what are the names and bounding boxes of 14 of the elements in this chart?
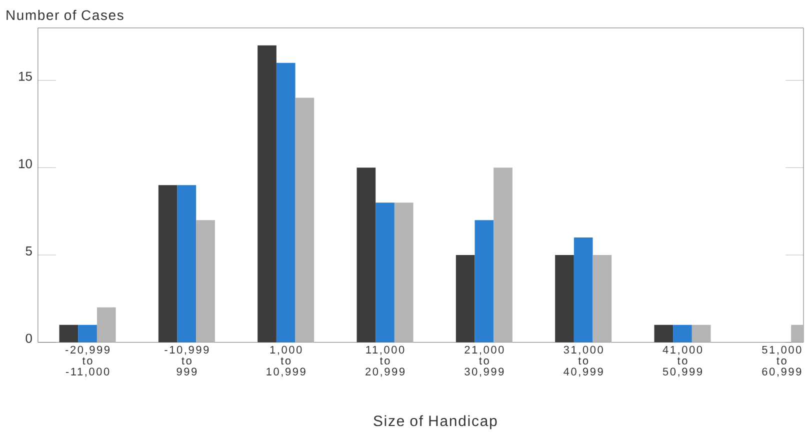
x-tick-label: 11,000 to 20,999 [366, 346, 405, 377]
x-tick-label: 41,000 to 50,999 [662, 346, 702, 377]
y-tick-label: 5 [26, 246, 32, 256]
x-tick-label: 1,000 to 10,999 [266, 346, 306, 377]
x-tick-label: -20,999 to -11,000 [66, 346, 110, 377]
y-tick-label: 15 [19, 72, 32, 81]
y-axis-title: Number of Cases [6, 10, 124, 20]
x-axis-title: Size of Handicap [374, 415, 497, 430]
x-tick-label: -10,999 to 999 [164, 346, 209, 376]
y-tick-label: 10 [19, 159, 32, 168]
x-tick-label: 51,000 to 60,999 [762, 346, 802, 377]
x-tick-label: 31,000 to 40,999 [564, 346, 603, 377]
x-tick-label: 21,000 to 30,999 [464, 346, 504, 377]
y-tick-label: 0 [26, 334, 32, 343]
